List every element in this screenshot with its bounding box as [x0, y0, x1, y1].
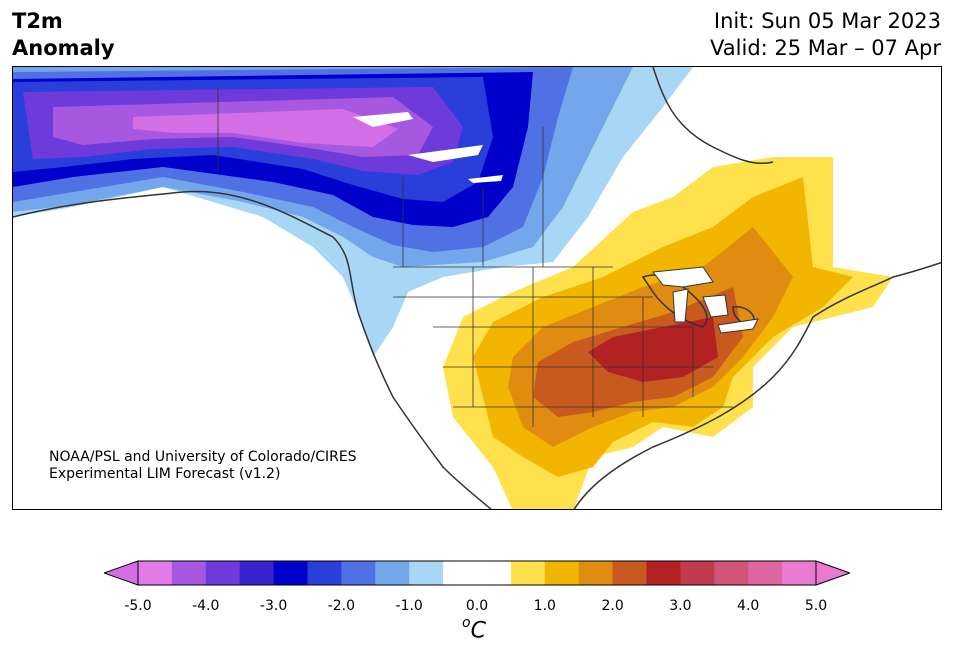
- colorbar-tick-label: 0.0: [465, 598, 489, 614]
- colorbar-swatch: [510, 561, 546, 585]
- colorbar-under-triangle: [102, 560, 139, 586]
- forecast-dates: Init: Sun 05 Mar 2023 Valid: 25 Mar – 07…: [710, 8, 941, 62]
- map-title: T2m Anomaly: [12, 8, 115, 62]
- colorbar-over-triangle: [815, 560, 852, 586]
- anomaly-map: [13, 67, 941, 509]
- colorbar-swatch: [273, 561, 308, 585]
- valid-date: Valid: 25 Mar – 07 Apr: [710, 36, 941, 60]
- colorbar-swatch: [680, 561, 715, 585]
- colorbar-swatch: [578, 561, 614, 585]
- degree-superscript: o: [462, 615, 471, 631]
- colorbar-swatches: [102, 560, 852, 586]
- colorbar-swatch: [782, 561, 817, 585]
- colorbar-swatch: [171, 561, 207, 585]
- colorbar-tick-label: 3.0: [669, 598, 692, 614]
- colorbar-tick-label: 5.0: [804, 598, 828, 614]
- cold-anomaly-core: [133, 109, 398, 147]
- colorbar-swatch: [205, 561, 241, 585]
- colorbar-swatch: [714, 561, 749, 585]
- warm-anomaly-core: [588, 317, 718, 382]
- colorbar-swatch: [341, 561, 376, 585]
- map-panel: [12, 66, 942, 510]
- colorbar-swatch: [646, 561, 681, 585]
- colorbar-swatch: [544, 561, 580, 585]
- state-borders: [217, 87, 733, 427]
- colorbar-swatch: [612, 561, 647, 585]
- credit-line-1: NOAA/PSL and University of Colorado/CIRE…: [49, 449, 357, 465]
- colorbar: [102, 560, 852, 590]
- colorbar-swatch: [477, 561, 512, 585]
- colorbar-tick-label: -5.0: [124, 598, 152, 614]
- title-line-2: Anomaly: [12, 36, 115, 60]
- colorbar-swatch: [375, 561, 410, 585]
- colorbar-swatch: [443, 561, 478, 585]
- colorbar-swatch: [307, 561, 342, 585]
- colorbar-swatch: [748, 561, 783, 585]
- colorbar-swatch: [138, 561, 173, 585]
- colorbar-tick-label: -3.0: [259, 598, 288, 614]
- colorbar-tick-label: -4.0: [192, 598, 220, 614]
- unit-letter: C: [470, 618, 486, 644]
- colorbar-tick-label: -1.0: [395, 598, 423, 614]
- colorbar-tick-label: -2.0: [327, 598, 356, 614]
- colorbar-swatch: [239, 561, 275, 585]
- colorbar-tick-label: 1.0: [533, 598, 556, 614]
- colorbar-tick-label: 4.0: [737, 598, 760, 614]
- northern-lakes: [353, 112, 503, 183]
- colorbar-swatch: [409, 561, 444, 585]
- colorbar-tick-label: 2.0: [601, 598, 624, 614]
- credit-line-2: Experimental LIM Forecast (v1.2): [49, 466, 281, 482]
- great-lakes: [652, 266, 759, 334]
- colorbar-border: [137, 560, 817, 586]
- title-line-1: T2m: [12, 9, 63, 33]
- colorbar-unit: oC: [462, 615, 486, 644]
- credit-text: NOAA/PSL and University of Colorado/CIRE…: [49, 449, 357, 483]
- init-date: Init: Sun 05 Mar 2023: [713, 9, 941, 33]
